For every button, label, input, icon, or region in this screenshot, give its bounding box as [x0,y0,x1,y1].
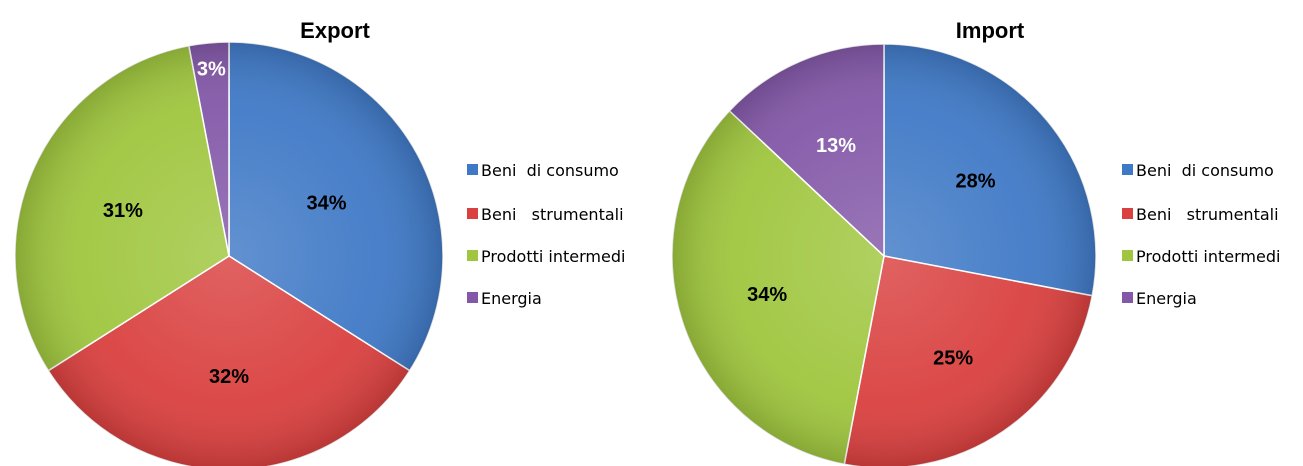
slice-label-energia: 3% [197,59,226,81]
legend-swatch-beni-strumentali [1122,208,1133,219]
legend-label-beni-strumentali: Beni strumentali [481,205,624,224]
import-slices [671,43,1097,466]
slice-label-beni-di-consumo: 34% [306,192,346,214]
legend-label-prodotti-intermedi: Prodotti intermedi [481,247,625,266]
legend-label-energia: Energia [1136,289,1197,308]
import-legend: Beni di consumo Beni strumentali Prodott… [1122,161,1280,308]
slice-label-energia: 13% [816,135,856,157]
export-slices [14,41,444,466]
legend-label-energia: Energia [481,289,542,308]
slice-label-beni-di-consumo: 28% [955,170,995,192]
legend-swatch-prodotti-intermedi [1122,250,1133,261]
legend-swatch-beni-di-consumo [467,164,478,175]
slice-label-beni-strumentali: 25% [933,348,973,370]
legend-swatch-energia [467,292,478,303]
legend-label-beni-strumentali: Beni strumentali [1136,205,1279,224]
slice-label-prodotti-intermedi: 34% [747,284,787,306]
export-pie-chart: Export 34% 32% 31% 3% Beni di consumo Beni … [14,18,625,466]
legend-label-beni-di-consumo: Beni di consumo [1136,161,1274,180]
slice-label-prodotti-intermedi: 31% [103,200,143,222]
import-slice-labels: 28% 25% 34% 13% [747,135,996,370]
legend-swatch-prodotti-intermedi [467,250,478,261]
legend-label-prodotti-intermedi: Prodotti intermedi [1136,247,1280,266]
legend-label-beni-di-consumo: Beni di consumo [481,161,619,180]
export-slice-labels: 34% 32% 31% 3% [103,59,347,388]
slice-label-beni-strumentali: 32% [209,366,249,388]
legend-swatch-beni-strumentali [467,208,478,219]
export-legend: Beni di consumo Beni strumentali Prodott… [467,161,625,308]
import-chart-title: Import [956,18,1025,43]
export-chart-title: Export [300,18,370,43]
legend-swatch-beni-di-consumo [1122,164,1133,175]
import-pie-chart: Import 28% 25% 34% 13% Beni di consumo Beni… [671,18,1280,466]
legend-swatch-energia [1122,292,1133,303]
